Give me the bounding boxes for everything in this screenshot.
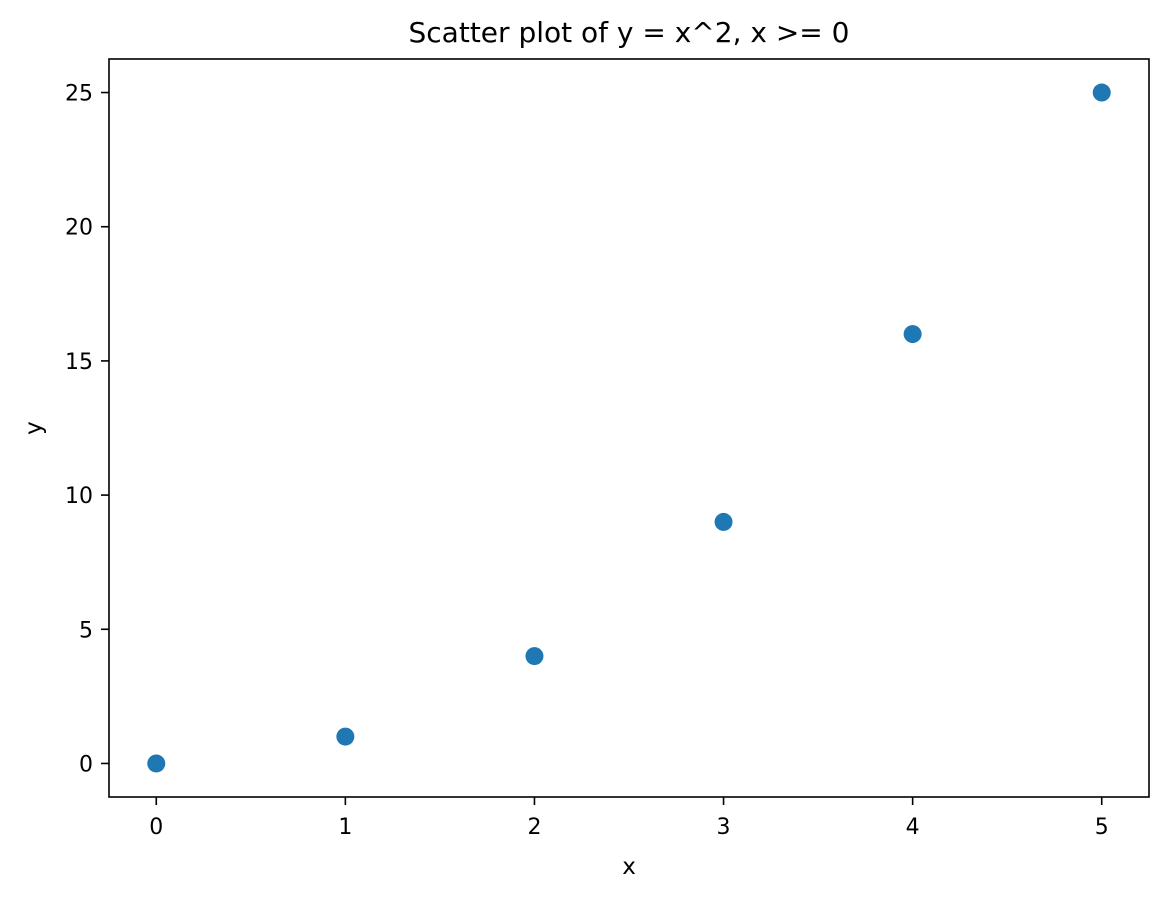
x-tick-label-5: 5 — [1095, 815, 1109, 840]
y-axis-label: y — [21, 421, 47, 435]
plot-area-frame — [108, 58, 1150, 798]
y-tick-label-2: 10 — [65, 484, 93, 509]
data-point-0-2 — [525, 647, 544, 666]
x-tick-label-1: 1 — [338, 815, 352, 840]
data-point-0-4 — [903, 325, 922, 344]
x-tick-label-2: 2 — [527, 815, 541, 840]
y-tick-label-3: 15 — [65, 350, 93, 375]
y-tick-label-0: 0 — [79, 752, 93, 777]
x-axis-ticks: 0 1 2 3 4 5 — [149, 797, 1109, 840]
data-point-0-3 — [714, 512, 733, 531]
data-points-layer — [147, 83, 1111, 773]
data-point-0-1 — [336, 727, 355, 746]
chart-title: Scatter plot of y = x^2, x >= 0 — [409, 16, 850, 49]
y-tick-label-5: 25 — [65, 82, 93, 107]
y-axis-ticks: 0 5 10 15 20 25 — [65, 82, 109, 777]
x-tick-label-3: 3 — [717, 815, 731, 840]
y-tick-label-4: 20 — [65, 216, 93, 241]
y-tick-label-1: 5 — [79, 618, 93, 643]
data-point-0-0 — [147, 754, 166, 773]
x-tick-label-0: 0 — [149, 815, 163, 840]
data-point-0-5 — [1092, 83, 1111, 102]
x-axis-label: x — [622, 854, 636, 880]
x-tick-label-4: 4 — [906, 815, 920, 840]
